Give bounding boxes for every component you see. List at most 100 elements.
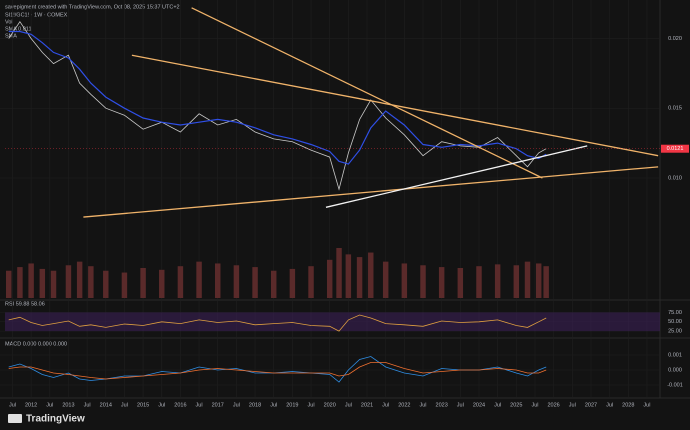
macd-legend: MACD 0.000 0.000 0.000 [5,341,67,347]
x-tick-label: 2022 [398,402,410,408]
x-tick-label: 2018 [249,402,261,408]
series-line [8,314,547,332]
trendline [131,54,659,157]
x-tick-label: Jul [270,402,277,408]
volume-bar [326,259,333,298]
x-tick-label: 2015 [137,402,149,408]
series-line [8,362,547,380]
volume-bar [289,268,296,298]
volume-bar [308,266,314,298]
sma-legend: SMA 0.011 [5,26,32,32]
volume-bar [50,270,57,298]
series-line [8,20,547,191]
x-tick-label: 2026 [548,402,560,408]
x-tick-label: Jul [233,402,240,408]
y-tick-label: 25.00 [668,329,682,335]
y-tick-label: 0.001 [668,352,682,358]
volume-bar [6,270,12,298]
x-tick-label: Jul [382,402,389,408]
x-tick-label: Jul [419,402,426,408]
y-tick-label: 0.020 [668,36,682,42]
brand: TradingView [26,414,85,425]
volume-bar [368,252,374,298]
last-price-label: 0.0121 [667,146,684,152]
volume-bar [28,263,34,298]
volume-bar [159,269,165,298]
x-tick-label: Jul [494,402,501,408]
x-tick-label: Jul [531,402,538,408]
volume-bar [121,272,128,298]
y-tick-label: 0.010 [668,175,682,181]
volume-bar [252,267,258,298]
volume-bar [401,263,408,298]
volume-bar [513,265,520,298]
x-tick-label: 2023 [436,402,448,408]
volume-bar [65,265,72,298]
x-tick-label: 2028 [622,402,634,408]
trendline [83,166,659,218]
x-tick-label: Jul [84,402,91,408]
y-tick-label: -0.001 [667,382,683,388]
trendline [191,7,543,179]
volume-bar [88,266,94,298]
volume-bar [270,270,277,298]
x-tick-label: 2027 [585,402,597,408]
x-tick-label: Jul [457,402,464,408]
x-tick-label: 2012 [25,402,37,408]
volume-legend: Vol [5,19,13,25]
x-tick-label: Jul [158,402,165,408]
x-tick-label: 2021 [361,402,373,408]
x-tick-label: Jul [121,402,128,408]
volume-bar [76,261,83,298]
volume-bar [382,261,389,298]
credit: savepigment created with TradingView.com… [5,4,180,10]
sma2-legend: SMA [5,33,17,39]
series-line [8,30,547,165]
x-tick-label: 2016 [174,402,186,408]
volume-bar [177,266,184,298]
volume-bar [535,263,542,298]
x-tick-label: 2020 [324,402,336,408]
x-tick-label: Jul [46,402,53,408]
x-tick-label: Jul [9,402,16,408]
symbol-legend: SI1!/GC1! · 1W · COMEX [5,12,68,18]
volume-bar [356,257,363,298]
volume-bar [196,261,202,298]
y-tick-label: 75.00 [668,310,682,316]
x-tick-label: Jul [345,402,352,408]
volume-bar [494,264,501,298]
x-tick-label: 2019 [286,402,298,408]
x-tick-label: Jul [643,402,650,408]
volume-bar [140,268,146,298]
x-tick-label: 2013 [62,402,74,408]
x-tick-label: 2017 [212,402,224,408]
volume-bar [336,248,342,298]
volume-bar [543,266,549,298]
volume-bar [17,267,23,298]
x-tick-label: Jul [569,402,576,408]
volume-bar [457,268,464,298]
volume-bar [476,266,482,298]
volume-bar [233,265,240,298]
volume-bar [420,265,426,298]
volume-bar [103,270,109,298]
y-tick-label: 0.000 [668,367,682,373]
rsi-legend: RSI 59.88 58.06 [5,301,45,307]
x-tick-label: Jul [606,402,613,408]
volume-bar [215,263,221,298]
x-tick-label: 2024 [473,402,485,408]
x-tick-label: Jul [196,402,203,408]
x-tick-label: 2025 [510,402,522,408]
logo-mark [8,414,22,423]
x-tick-label: 2014 [100,402,112,408]
volume-bar [438,267,445,298]
x-tick-label: Jul [308,402,315,408]
last-price-tag [661,144,689,153]
volume-bar [524,261,531,298]
trendline [325,145,588,208]
volume-bar [39,268,46,298]
y-tick-label: 50.00 [668,319,682,325]
volume-bar [345,254,352,298]
